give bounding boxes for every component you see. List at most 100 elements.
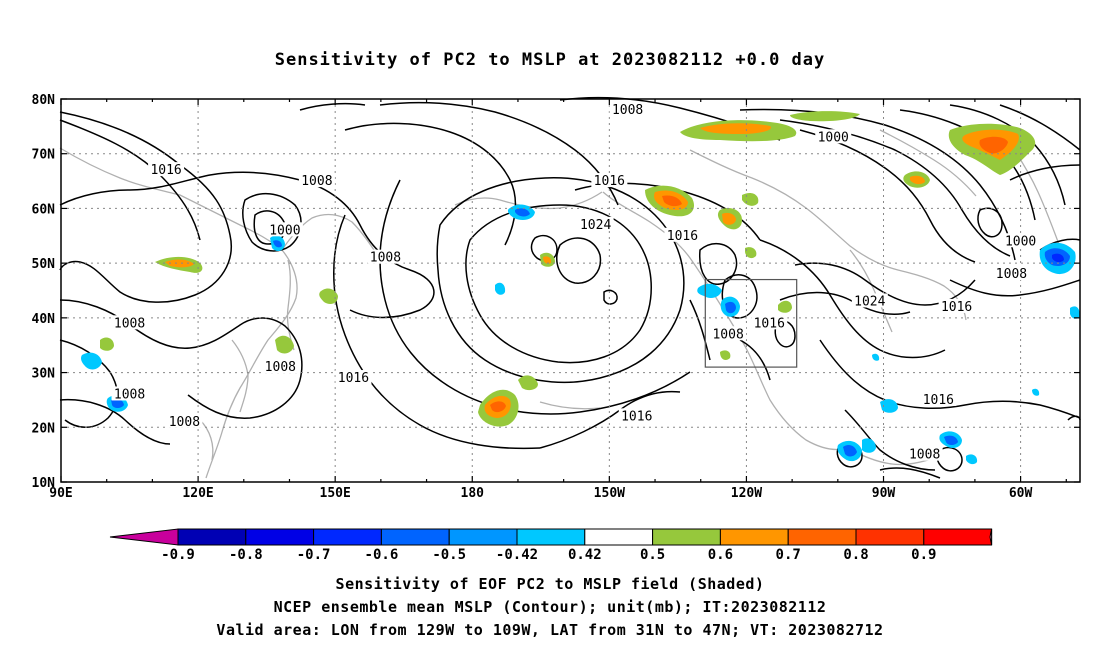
contour-label: 1016 xyxy=(338,371,369,386)
contour-label: 1008 xyxy=(612,103,643,118)
colorbar-swatch xyxy=(719,528,789,546)
colorbar-end-right xyxy=(989,528,993,546)
colorbar-level-label: 0.7 xyxy=(776,547,801,563)
colorbar-level-label: -0.6 xyxy=(365,547,399,563)
colorbar-swatch xyxy=(787,528,857,546)
colorbar-level-label: 0.5 xyxy=(640,547,665,563)
contour-label: 1024 xyxy=(854,294,885,309)
contour-label: 1008 xyxy=(301,174,332,189)
colorbar-level-label: -0.9 xyxy=(161,547,195,563)
contour-label-layer: 1008 1000 1016 1008 1016 1024 1016 1000 1008 1000… xyxy=(111,101,1039,463)
lat-tick-label: 10N xyxy=(32,476,56,491)
contour-label: 1008 xyxy=(909,448,940,463)
contour-label-bg xyxy=(1002,233,1039,248)
contour-label-bg xyxy=(266,222,303,237)
contour-label-bg xyxy=(851,293,888,308)
colorbar-end-left xyxy=(109,528,179,546)
lon-tick-label: 150E xyxy=(320,486,351,501)
lat-tick-label: 50N xyxy=(32,257,56,272)
colorbar-level-label: 0.9 xyxy=(911,547,936,563)
contour-label-bg xyxy=(609,101,646,116)
contour-label: 1008 xyxy=(370,251,401,266)
contour-label-bg xyxy=(993,266,1030,281)
contour-label-bg xyxy=(367,249,404,264)
contour-label: 1008 xyxy=(169,415,200,430)
contour-label-bg xyxy=(938,298,975,313)
colorbar-swatch xyxy=(448,528,518,546)
contour-label-bg xyxy=(710,326,747,341)
colorbar-level-label: -0.7 xyxy=(297,547,331,563)
contour-label: 1000 xyxy=(269,223,300,238)
lon-tick-label: 180 xyxy=(461,486,485,501)
contour-label-bg xyxy=(111,315,148,330)
contour-label: 1016 xyxy=(594,174,625,189)
lon-tick-label: 150W xyxy=(594,486,625,501)
lat-tick-label: 20N xyxy=(32,421,56,436)
footer-line-2: NCEP ensemble mean MSLP (Contour); unit(… xyxy=(273,598,827,616)
contour-label: 1016 xyxy=(667,229,698,244)
contour-label: 1000 xyxy=(818,130,849,145)
colorbar: -0.9 -0.8 -0.7 -0.6 -0.5 -0.42 0.42 0.5 0.6 0.7 0.… xyxy=(109,528,993,563)
contour-label-bg xyxy=(335,370,372,385)
contour-label-bg xyxy=(166,413,203,428)
colorbar-swatch xyxy=(516,528,586,546)
axis-ticks xyxy=(60,98,1080,483)
contour-label-bg xyxy=(148,162,185,177)
contour-label: 1016 xyxy=(754,316,785,331)
colorbar-swatch xyxy=(923,528,993,546)
axis-labels: 90E 120E 150E 180 150W 120W 90W 60W 80N 70N 60N 50N… xyxy=(32,93,1033,501)
sensitivity-shading-layer xyxy=(81,111,1080,465)
colorbar-level-label: -0.5 xyxy=(432,547,466,563)
contour-label: 1008 xyxy=(114,316,145,331)
colorbar-swatch xyxy=(177,528,247,546)
contour-label: 1016 xyxy=(941,300,972,315)
lat-tick-label: 40N xyxy=(32,312,56,327)
contour-label-bg xyxy=(906,446,943,461)
colorbar-level-label: -0.42 xyxy=(496,547,538,563)
lon-tick-label: 90E xyxy=(49,486,72,501)
contour-label-bg xyxy=(111,386,148,401)
contour-label-bg xyxy=(591,173,628,188)
lat-tick-label: 60N xyxy=(32,202,56,217)
colorbar-swatch xyxy=(245,528,315,546)
contour-label: 1008 xyxy=(114,387,145,402)
colorbar-swatch xyxy=(855,528,925,546)
lat-tick-label: 80N xyxy=(32,93,56,108)
mslp-contour-layer xyxy=(59,96,1081,479)
contour-label-bg xyxy=(815,129,852,144)
colorbar-level-label: -0.8 xyxy=(229,547,263,563)
colorbar-swatch xyxy=(584,528,654,546)
colorbar-level-label: 0.8 xyxy=(843,547,868,563)
colorbar-swatch xyxy=(652,528,721,546)
lat-tick-label: 70N xyxy=(32,148,56,163)
valid-area-box xyxy=(704,278,798,368)
contour-label-bg xyxy=(618,408,655,423)
colorbar-swatch xyxy=(380,528,450,546)
contour-label: 1008 xyxy=(712,327,743,342)
lon-tick-label: 90W xyxy=(872,486,896,501)
colorbar-level-label: 0.42 xyxy=(568,547,602,563)
lon-tick-label: 60W xyxy=(1009,486,1033,501)
contour-label: 1024 xyxy=(580,218,611,233)
lon-tick-label: 120E xyxy=(182,486,213,501)
contour-label: 1016 xyxy=(150,163,181,178)
colorbar-level-label: 0.6 xyxy=(708,547,733,563)
contour-label: 1016 xyxy=(621,409,652,424)
contour-label: 1008 xyxy=(996,267,1027,282)
contour-label: 1016 xyxy=(923,393,954,408)
contour-label-bg xyxy=(751,315,788,330)
footer-line-1: Sensitivity of EOF PC2 to MSLP field (Sh… xyxy=(335,575,765,593)
contour-label: 1008 xyxy=(265,360,296,375)
contour-label-bg xyxy=(920,391,957,406)
lon-tick-label: 120W xyxy=(731,486,762,501)
contour-label-bg xyxy=(577,216,614,231)
colorbar-swatch xyxy=(313,528,382,546)
footer-line-3: Valid area: LON from 129W to 109W, LAT f… xyxy=(216,621,884,639)
contour-label-bg xyxy=(298,173,335,188)
contour-label: 1000 xyxy=(1005,234,1036,249)
lat-tick-label: 30N xyxy=(32,367,56,382)
map-frame xyxy=(60,98,1081,483)
chart-title: Sensitivity of PC2 to MSLP at 2023082112… xyxy=(274,50,826,70)
contour-label-bg xyxy=(664,227,701,242)
